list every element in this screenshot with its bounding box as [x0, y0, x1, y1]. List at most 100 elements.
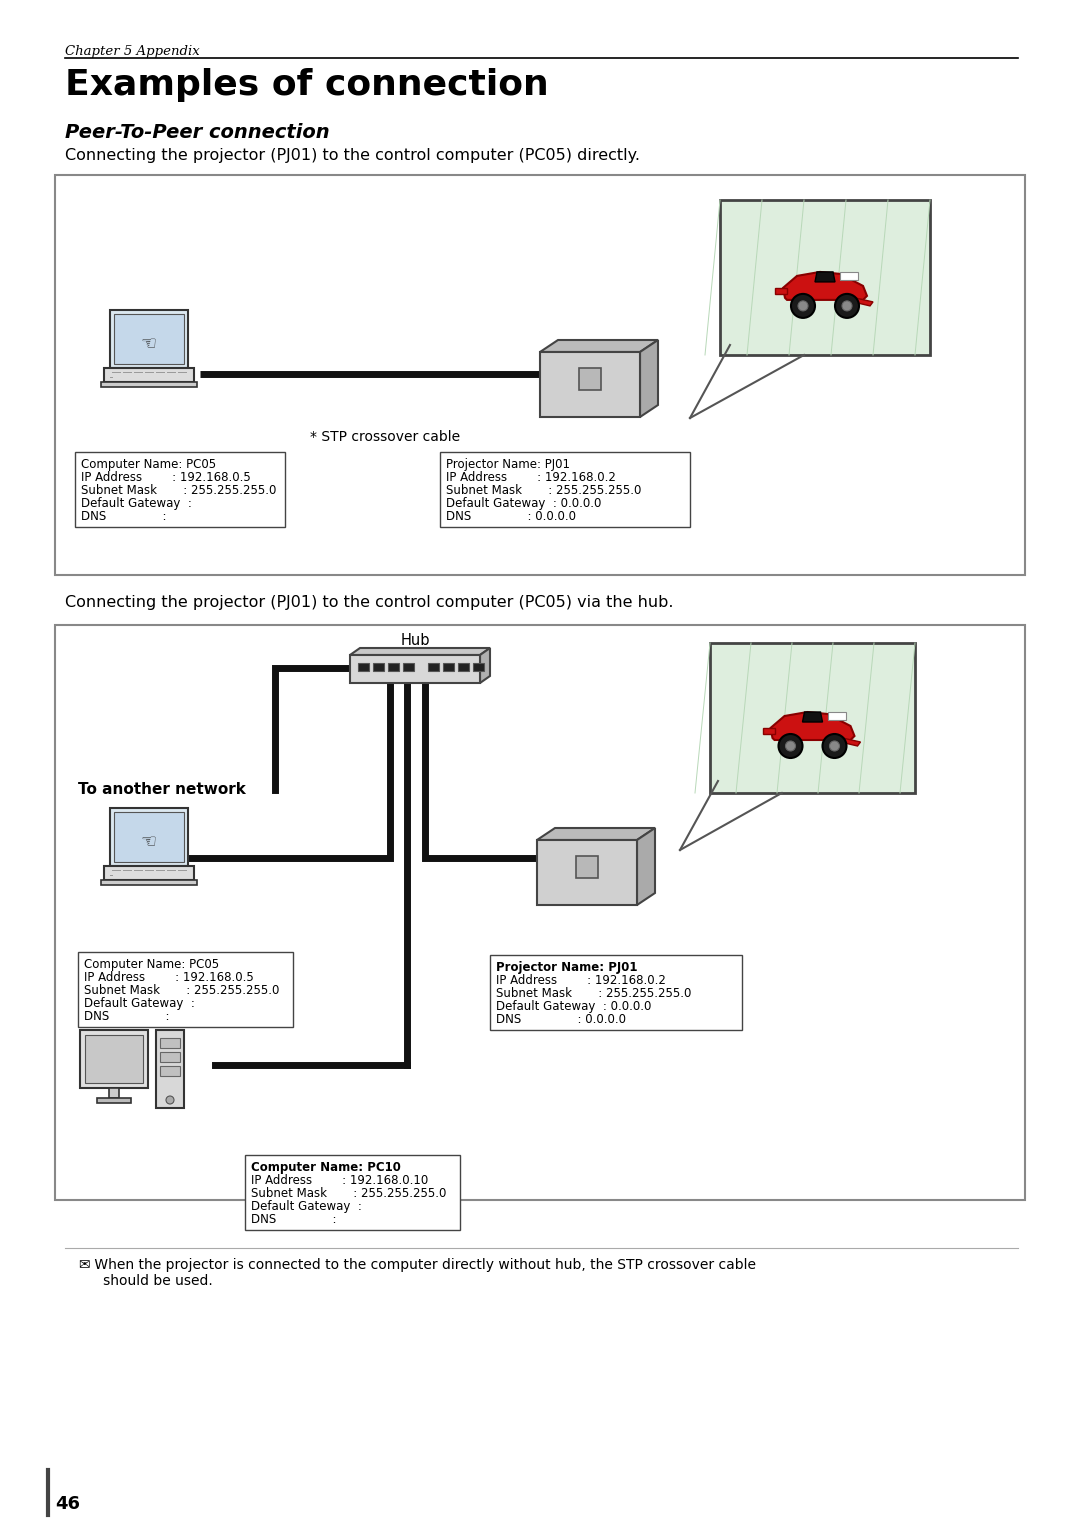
- Text: Subnet Mask       : 255.255.255.0: Subnet Mask : 255.255.255.0: [81, 484, 276, 496]
- Bar: [160, 1052, 180, 1061]
- Bar: [78, 951, 293, 1028]
- Text: * STP crossover cable: * STP crossover cable: [310, 431, 460, 444]
- Bar: [357, 663, 369, 670]
- Bar: [75, 452, 285, 527]
- Circle shape: [835, 293, 859, 318]
- Text: DNS               :: DNS :: [81, 510, 166, 524]
- Bar: [55, 176, 1025, 576]
- Bar: [576, 857, 598, 878]
- Polygon shape: [783, 272, 867, 299]
- Circle shape: [842, 301, 852, 312]
- Polygon shape: [853, 298, 873, 305]
- Polygon shape: [762, 728, 774, 734]
- Circle shape: [798, 301, 808, 312]
- Text: When the projector is connected to the computer directly without hub, the STP cr: When the projector is connected to the c…: [90, 1258, 756, 1289]
- Bar: [97, 1098, 131, 1102]
- Bar: [80, 1031, 148, 1089]
- Text: DNS               :: DNS :: [84, 1009, 170, 1023]
- Text: DNS               : 0.0.0.0: DNS : 0.0.0.0: [496, 1012, 626, 1026]
- Text: DNS               :: DNS :: [251, 1212, 337, 1226]
- Text: Subnet Mask       : 255.255.255.0: Subnet Mask : 255.255.255.0: [84, 983, 280, 997]
- Text: To another network: To another network: [78, 782, 246, 797]
- Text: ☜: ☜: [140, 832, 157, 851]
- Bar: [537, 840, 637, 906]
- Text: IP Address        : 192.168.0.2: IP Address : 192.168.0.2: [446, 470, 616, 484]
- Text: IP Address        : 192.168.0.10: IP Address : 192.168.0.10: [251, 1174, 429, 1186]
- Text: Subnet Mask       : 255.255.255.0: Subnet Mask : 255.255.255.0: [446, 484, 642, 496]
- Bar: [428, 663, 438, 670]
- Text: Connecting the projector (PJ01) to the control computer (PC05) directly.: Connecting the projector (PJ01) to the c…: [65, 148, 640, 163]
- Circle shape: [829, 741, 839, 751]
- Text: Default Gateway  :: Default Gateway :: [251, 1200, 362, 1212]
- Bar: [85, 1035, 143, 1083]
- Circle shape: [791, 293, 815, 318]
- Bar: [102, 880, 197, 886]
- Bar: [388, 663, 399, 670]
- Bar: [114, 812, 184, 863]
- Bar: [540, 353, 640, 417]
- Text: Connecting the projector (PJ01) to the control computer (PC05) via the hub.: Connecting the projector (PJ01) to the c…: [65, 596, 674, 609]
- Polygon shape: [480, 647, 490, 683]
- Polygon shape: [540, 341, 658, 353]
- Bar: [160, 1038, 180, 1048]
- Bar: [104, 866, 194, 880]
- Text: Default Gateway  :: Default Gateway :: [81, 496, 192, 510]
- Bar: [156, 1031, 184, 1109]
- Circle shape: [785, 741, 796, 751]
- Bar: [710, 643, 915, 793]
- Bar: [109, 1089, 119, 1098]
- Polygon shape: [802, 712, 823, 722]
- Bar: [473, 663, 484, 670]
- Bar: [579, 368, 600, 391]
- Text: IP Address        : 192.168.0.5: IP Address : 192.168.0.5: [81, 470, 251, 484]
- Text: ✉: ✉: [78, 1258, 90, 1272]
- Bar: [840, 272, 858, 279]
- Text: IP Address        : 192.168.0.5: IP Address : 192.168.0.5: [84, 971, 254, 983]
- Bar: [373, 663, 384, 670]
- Text: Computer Name: PC10: Computer Name: PC10: [251, 1161, 401, 1174]
- Polygon shape: [815, 272, 835, 282]
- Text: DNS               : 0.0.0.0: DNS : 0.0.0.0: [446, 510, 576, 524]
- Text: Projector Name: PJ01: Projector Name: PJ01: [446, 458, 570, 470]
- Text: Projector Name: PJ01: Projector Name: PJ01: [496, 960, 637, 974]
- Bar: [114, 315, 184, 363]
- Text: Hub: Hub: [401, 634, 430, 647]
- Text: Peer-To-Peer connection: Peer-To-Peer connection: [65, 124, 329, 142]
- Text: ☜: ☜: [140, 334, 157, 353]
- Text: Default Gateway  : 0.0.0.0: Default Gateway : 0.0.0.0: [446, 496, 602, 510]
- Polygon shape: [640, 341, 658, 417]
- Text: Examples of connection: Examples of connection: [65, 69, 549, 102]
- Polygon shape: [637, 828, 654, 906]
- Text: Computer Name: PC05: Computer Name: PC05: [84, 957, 219, 971]
- Bar: [490, 954, 742, 1031]
- Bar: [720, 200, 930, 354]
- Polygon shape: [537, 828, 654, 840]
- Bar: [350, 655, 480, 683]
- Bar: [104, 368, 194, 382]
- Bar: [160, 1066, 180, 1077]
- Text: Subnet Mask       : 255.255.255.0: Subnet Mask : 255.255.255.0: [496, 986, 691, 1000]
- Bar: [110, 808, 188, 866]
- Polygon shape: [350, 647, 490, 655]
- Text: 46: 46: [55, 1495, 80, 1513]
- Circle shape: [779, 734, 802, 757]
- Text: Default Gateway  :: Default Gateway :: [84, 997, 194, 1009]
- Text: Chapter 5 Appendix: Chapter 5 Appendix: [65, 44, 200, 58]
- Bar: [403, 663, 414, 670]
- Text: Computer Name: PC05: Computer Name: PC05: [81, 458, 216, 470]
- Bar: [827, 712, 846, 721]
- Bar: [443, 663, 454, 670]
- Circle shape: [166, 1096, 174, 1104]
- Polygon shape: [775, 289, 787, 293]
- Text: Subnet Mask       : 255.255.255.0: Subnet Mask : 255.255.255.0: [251, 1186, 446, 1200]
- Text: Default Gateway  : 0.0.0.0: Default Gateway : 0.0.0.0: [496, 1000, 651, 1012]
- Circle shape: [823, 734, 847, 757]
- Text: IP Address        : 192.168.0.2: IP Address : 192.168.0.2: [496, 974, 666, 986]
- Bar: [458, 663, 469, 670]
- Polygon shape: [840, 738, 861, 747]
- Bar: [110, 310, 188, 368]
- Bar: [55, 625, 1025, 1200]
- Bar: [245, 1154, 460, 1231]
- Polygon shape: [770, 712, 854, 741]
- Bar: [102, 382, 197, 386]
